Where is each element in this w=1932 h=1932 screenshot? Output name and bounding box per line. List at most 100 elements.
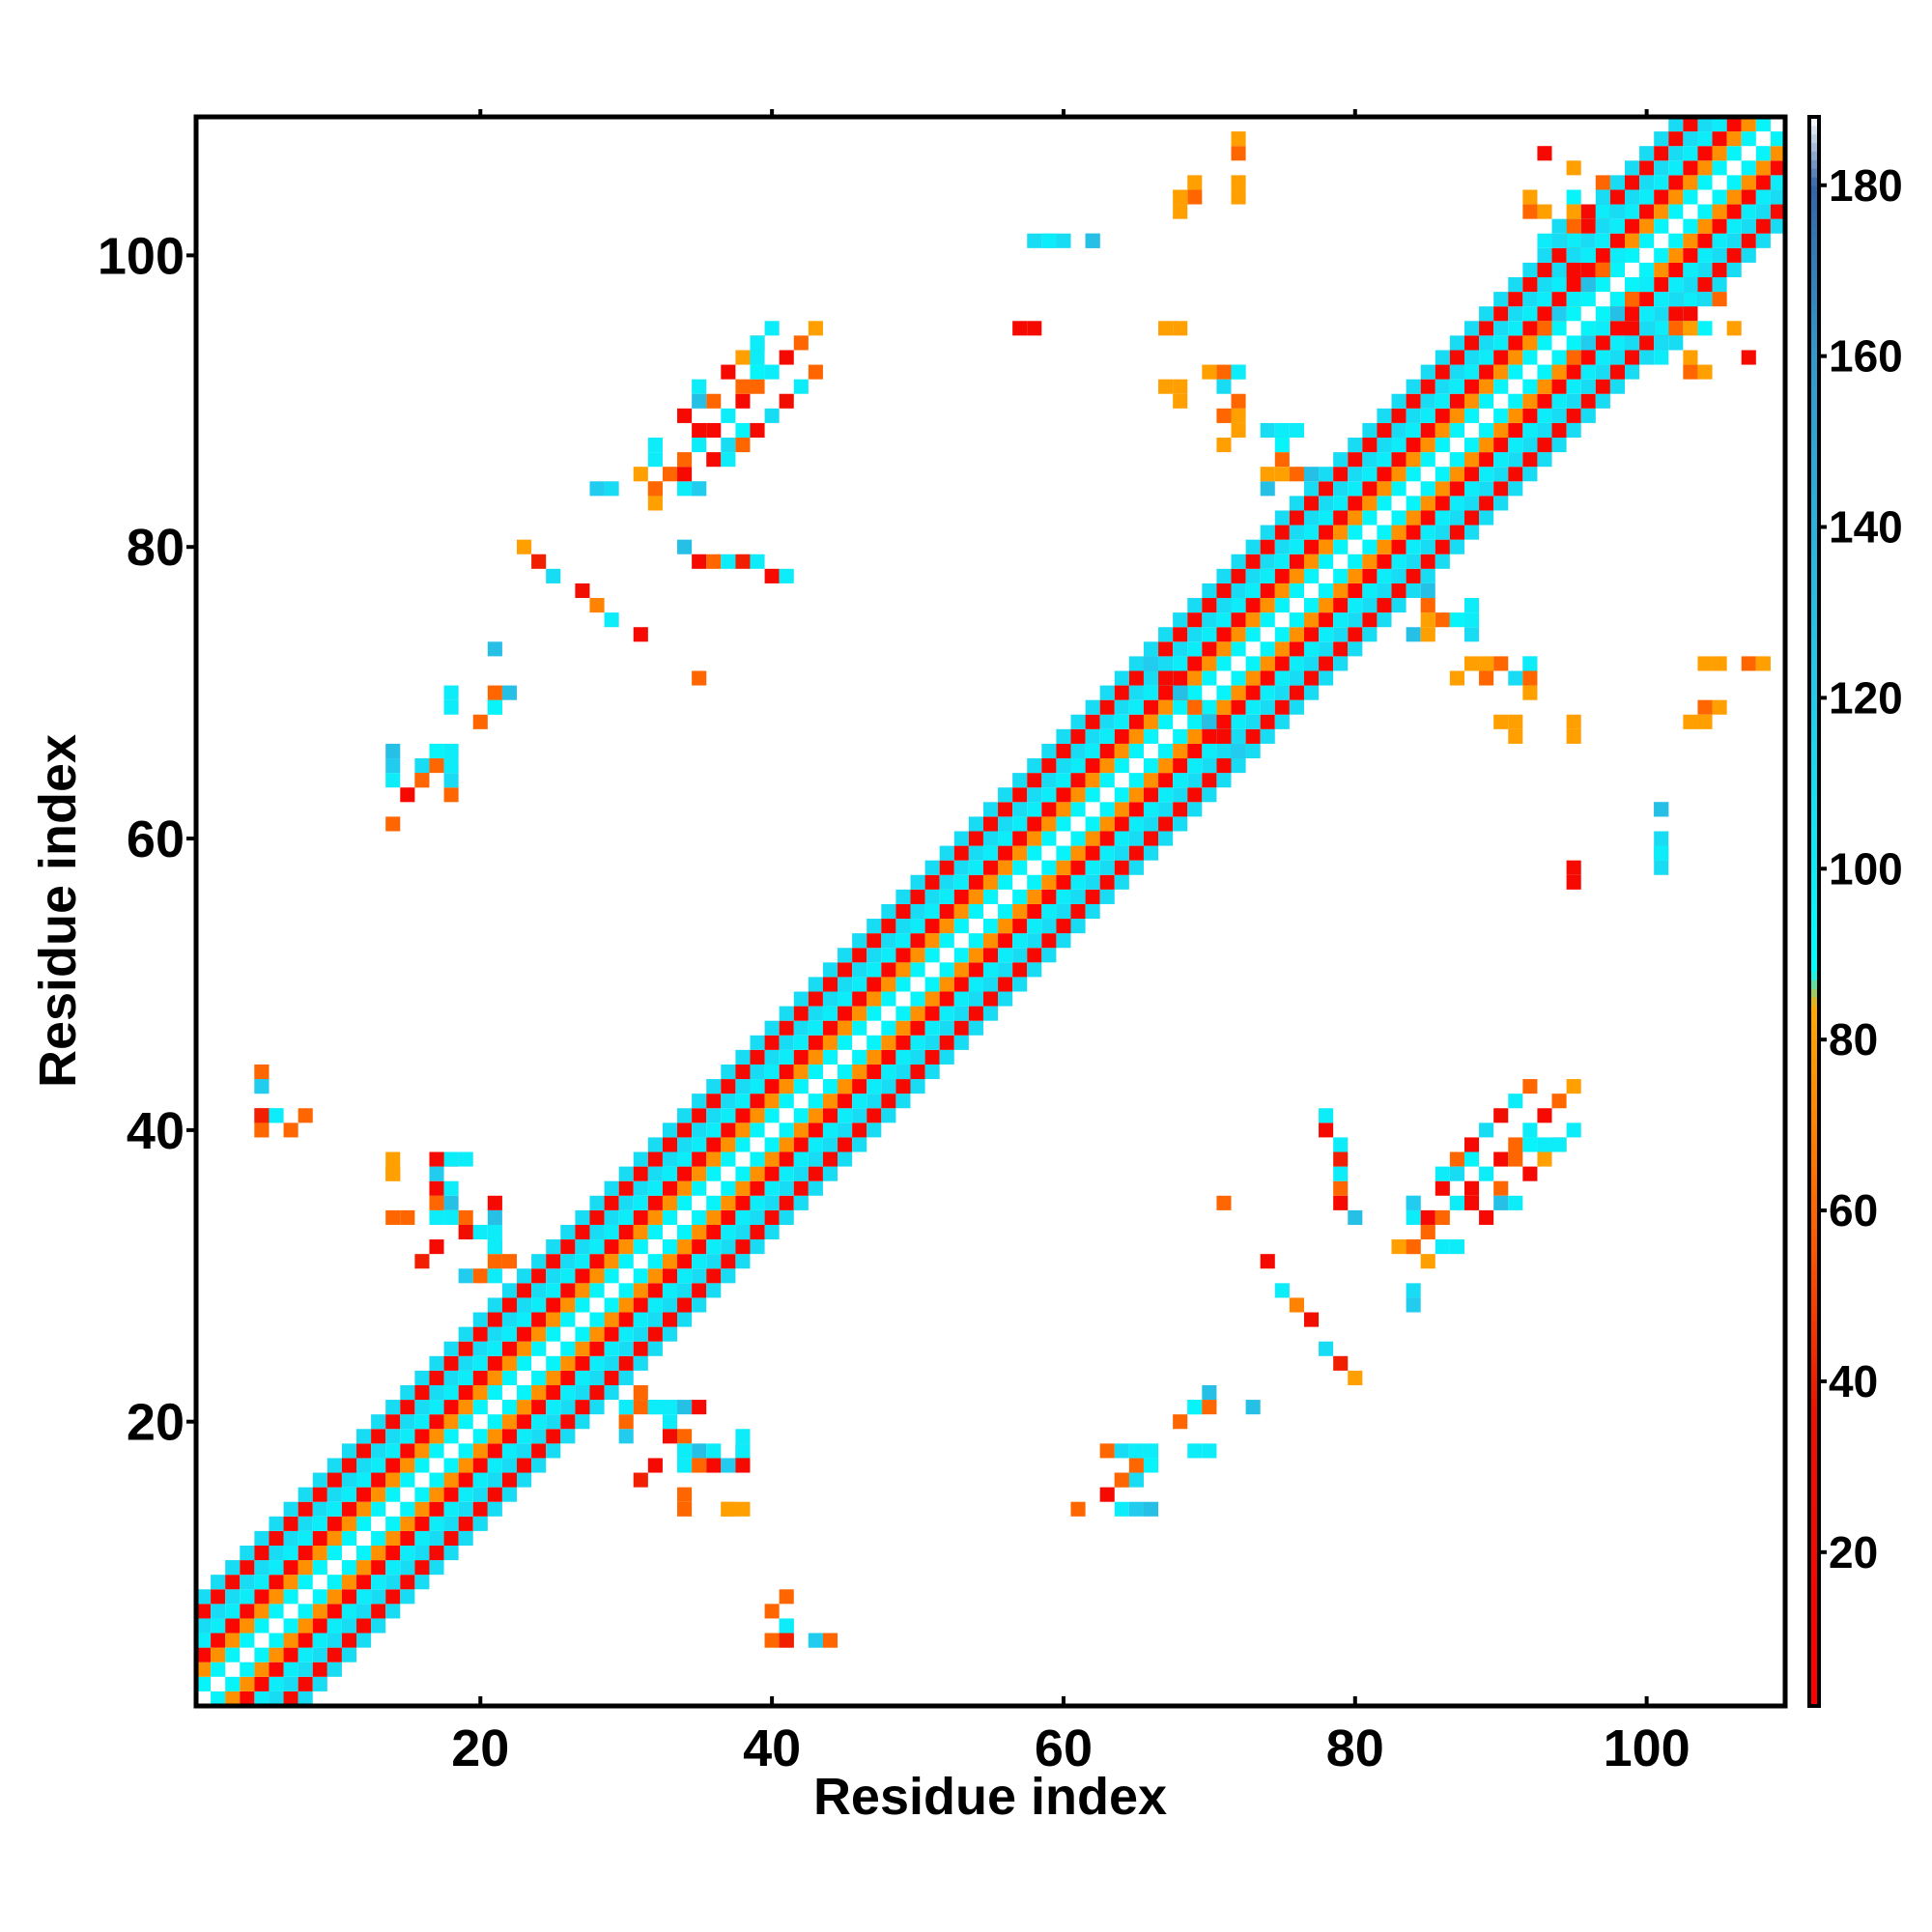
heatmap-cell xyxy=(487,1414,502,1430)
heatmap-cell xyxy=(1099,1487,1115,1502)
heatmap-cell xyxy=(822,1137,838,1152)
heatmap-cell xyxy=(1420,481,1435,497)
colorbar-swatch xyxy=(1809,749,1819,758)
heatmap-cell xyxy=(312,1676,327,1691)
colorbar-swatch xyxy=(1809,1432,1819,1442)
heatmap-cell xyxy=(1420,598,1435,613)
heatmap-cell xyxy=(939,991,954,1007)
heatmap-cell xyxy=(750,1195,765,1210)
heatmap-cell xyxy=(283,1575,298,1590)
colorbar-swatch xyxy=(1809,1424,1819,1434)
colorbar-swatch xyxy=(1809,706,1819,716)
heatmap-cell xyxy=(414,1254,430,1269)
heatmap-cell xyxy=(1289,582,1304,599)
heatmap-cell xyxy=(1508,1151,1523,1167)
heatmap-cell xyxy=(1377,422,1392,439)
colorbar-swatch xyxy=(1809,689,1819,698)
heatmap-cell xyxy=(298,1604,313,1619)
heatmap-cell xyxy=(1158,379,1174,394)
heatmap-cell xyxy=(1260,598,1275,613)
heatmap-cell xyxy=(953,919,969,934)
heatmap-cell xyxy=(1712,262,1727,278)
heatmap-cell xyxy=(1070,845,1086,861)
heatmap-cell xyxy=(371,1458,386,1473)
heatmap-cell xyxy=(269,1676,284,1691)
heatmap-cell xyxy=(618,1195,634,1210)
heatmap-cell xyxy=(662,1326,678,1342)
heatmap-cell xyxy=(939,1006,954,1021)
heatmap-cell xyxy=(1202,670,1217,686)
heatmap-cell xyxy=(1056,889,1071,904)
heatmap-cell xyxy=(487,1312,502,1327)
heatmap-cell xyxy=(414,1516,430,1531)
colorbar-swatch xyxy=(1809,433,1819,442)
heatmap-cell xyxy=(1012,933,1028,949)
heatmap-cell xyxy=(808,1166,823,1181)
heatmap-cell xyxy=(1333,582,1349,599)
heatmap-cell xyxy=(895,977,911,992)
heatmap-cell xyxy=(662,1312,678,1327)
heatmap-cell xyxy=(1712,117,1727,132)
heatmap-cell xyxy=(982,948,999,963)
heatmap-cell xyxy=(429,758,444,774)
heatmap-cell xyxy=(852,1049,867,1065)
heatmap-cell xyxy=(1114,845,1129,861)
heatmap-cell xyxy=(1158,773,1174,788)
heatmap-cell xyxy=(1362,554,1378,569)
heatmap-cell xyxy=(1551,408,1567,423)
heatmap-cell xyxy=(531,1429,547,1444)
colorbar-swatch xyxy=(1809,1611,1819,1622)
heatmap-cell xyxy=(1377,481,1392,497)
colorbar-swatch xyxy=(1809,911,1819,921)
heatmap-cell xyxy=(1537,277,1552,293)
heatmap-cell xyxy=(852,1079,867,1094)
heatmap-cell xyxy=(1041,948,1057,963)
heatmap-cell xyxy=(1245,554,1261,569)
heatmap-cell xyxy=(414,1458,430,1473)
heatmap-cell xyxy=(589,1195,605,1210)
colorbar-swatch xyxy=(1809,620,1819,631)
heatmap-cell xyxy=(706,1254,722,1269)
heatmap-cell xyxy=(1114,860,1129,875)
colorbar-swatch xyxy=(1809,1415,1819,1425)
heatmap-cell xyxy=(254,1122,270,1138)
colorbar-swatch xyxy=(1809,1620,1819,1630)
heatmap-cell xyxy=(1085,699,1100,715)
colorbar-swatch xyxy=(1809,1373,1819,1382)
heatmap-cell xyxy=(1479,364,1494,380)
heatmap-cell xyxy=(531,1384,547,1401)
heatmap-cell xyxy=(1056,903,1071,920)
heatmap-cell xyxy=(1231,175,1246,190)
heatmap-cell xyxy=(1726,204,1742,219)
heatmap-cell xyxy=(998,991,1013,1007)
heatmap-cell xyxy=(1348,525,1363,540)
heatmap-cell xyxy=(1128,773,1144,788)
heatmap-cell xyxy=(618,1400,634,1415)
heatmap-cell xyxy=(750,1180,765,1196)
heatmap-cell xyxy=(910,889,925,904)
heatmap-cell xyxy=(356,1560,372,1576)
heatmap-cell xyxy=(982,816,999,832)
heatmap-cell xyxy=(458,1400,473,1415)
heatmap-cell xyxy=(371,1429,386,1444)
heatmap-cell xyxy=(356,1604,372,1619)
heatmap-cell xyxy=(1654,802,1669,817)
colorbar-swatch xyxy=(1809,1022,1819,1032)
heatmap-cell xyxy=(822,1151,838,1167)
heatmap-cell xyxy=(1435,496,1450,511)
heatmap-cell xyxy=(1654,160,1669,176)
heatmap-cell xyxy=(283,1633,298,1648)
heatmap-cell xyxy=(822,977,838,992)
heatmap-cell xyxy=(254,1662,270,1677)
heatmap-cell xyxy=(589,1224,605,1240)
heatmap-cell xyxy=(1493,408,1509,423)
heatmap-cell xyxy=(1319,627,1334,642)
heatmap-cell xyxy=(575,1297,590,1313)
heatmap-cell xyxy=(501,1400,518,1415)
heatmap-cell xyxy=(881,1094,896,1109)
heatmap-cell xyxy=(385,1604,401,1619)
heatmap-cell xyxy=(1114,699,1129,715)
heatmap-cell xyxy=(327,1604,342,1619)
heatmap-cell xyxy=(808,1049,823,1065)
heatmap-cell xyxy=(706,1458,722,1473)
